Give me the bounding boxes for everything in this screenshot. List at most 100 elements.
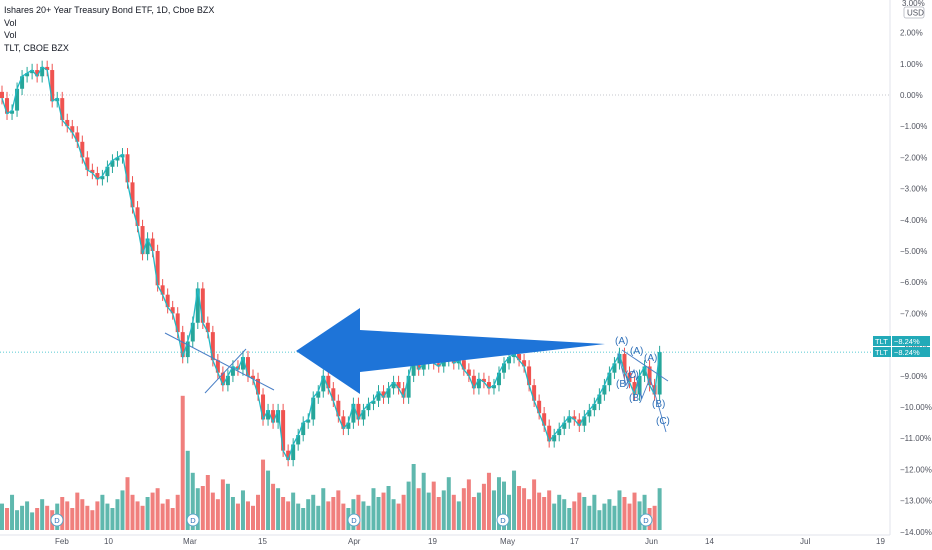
arrow-drawing[interactable] <box>296 308 605 394</box>
volume-bar <box>617 490 622 530</box>
drawings: (A)(A)(A)(B)(C)(B)(B)(C) <box>164 308 670 433</box>
candle-body <box>311 397 316 420</box>
wave-label[interactable]: (B) <box>629 393 642 404</box>
volume-bar <box>552 503 557 530</box>
dividend-marker[interactable] <box>496 513 510 527</box>
candle-body <box>185 341 190 358</box>
candle-body <box>25 73 30 77</box>
indicator-compare[interactable]: TLT, CBOE BZX <box>4 42 69 53</box>
candle-body <box>507 357 512 364</box>
volume-bar <box>120 490 125 530</box>
x-tick-label: 14 <box>705 537 714 546</box>
trend-line[interactable] <box>621 349 669 382</box>
volume-bar <box>130 494 135 530</box>
candle-body <box>301 422 306 436</box>
x-tick-label: Feb <box>55 537 69 546</box>
candle-body <box>371 400 376 404</box>
candle-body <box>647 366 652 386</box>
indicator-vol-2[interactable]: Vol <box>4 30 17 40</box>
volume-bar <box>235 503 240 530</box>
volume-bar <box>361 501 366 530</box>
candle-body <box>140 226 145 255</box>
candle-body <box>95 173 100 180</box>
y-tick-label: −14.00% <box>900 528 932 537</box>
volume-bar <box>100 494 105 530</box>
wave-label[interactable]: (C) <box>656 416 670 427</box>
wave-label[interactable]: (A) <box>644 353 657 364</box>
candle-body <box>90 169 95 173</box>
volume-bar <box>657 488 662 530</box>
volume-bar <box>25 501 30 530</box>
trend-line[interactable] <box>204 348 247 394</box>
candle-body <box>145 238 150 255</box>
candle-body <box>150 238 155 251</box>
volume-bar <box>582 497 587 530</box>
dividend-marker-label: D <box>54 516 60 525</box>
candle-body <box>441 360 446 367</box>
price-axis[interactable] <box>890 0 932 535</box>
price-tag-symbol-1 <box>873 336 891 346</box>
currency-box[interactable] <box>903 6 925 19</box>
volume-bar <box>251 505 255 530</box>
volume-bar <box>230 497 235 530</box>
candle-body <box>215 360 220 373</box>
candle-body <box>436 363 441 367</box>
volume-bar <box>150 492 155 530</box>
volume-bar <box>165 499 170 530</box>
candle-body <box>291 444 296 461</box>
wave-label[interactable]: (C) <box>625 370 639 381</box>
candle-body <box>351 403 356 423</box>
candle-body <box>286 450 291 461</box>
candle-body <box>527 366 532 386</box>
volume-bar <box>240 490 245 530</box>
top-axis-label: 3.00% <box>902 0 925 8</box>
wave-path[interactable] <box>617 352 667 433</box>
volume-bar <box>451 494 456 530</box>
dividend-marker[interactable] <box>186 513 200 527</box>
chart-title[interactable]: Ishares 20+ Year Treasury Bond ETF, 1D, … <box>4 5 215 15</box>
volume-bar <box>461 488 466 530</box>
dividend-marker[interactable] <box>639 513 653 527</box>
candle-body <box>411 357 416 376</box>
candle-body <box>517 353 522 361</box>
candle-body <box>190 322 195 342</box>
candle-body <box>271 410 276 423</box>
candle-body <box>20 76 25 89</box>
candle-body <box>205 322 210 333</box>
dividend-marker[interactable] <box>50 513 64 527</box>
y-tick-label: −10.00% <box>900 403 932 412</box>
candle-body <box>486 382 491 389</box>
volume-bar <box>220 479 225 530</box>
y-tick-label: −5.00% <box>900 247 927 256</box>
wave-label[interactable]: (B) <box>652 399 665 410</box>
volume-bar <box>125 477 130 530</box>
volume-bar <box>35 508 40 530</box>
candle-body <box>155 251 160 286</box>
volume-bar <box>155 488 160 530</box>
candle-body <box>256 378 261 395</box>
volume-bar <box>507 494 512 530</box>
volume-bar <box>15 510 20 530</box>
x-tick-label: 17 <box>570 537 579 546</box>
candle-body <box>326 375 331 389</box>
candle-body <box>657 352 662 395</box>
volume-bar <box>195 488 200 530</box>
candle-body <box>210 332 215 361</box>
wave-label[interactable]: (A) <box>630 346 643 357</box>
wave-label[interactable]: (A) <box>615 336 628 347</box>
candle-body <box>80 141 85 158</box>
chart-pane[interactable] <box>0 0 890 535</box>
volume-bar <box>401 494 406 530</box>
volume-bar <box>572 501 577 530</box>
indicator-vol-1[interactable]: Vol <box>4 17 17 28</box>
wave-label[interactable]: (B) <box>616 379 629 390</box>
volume-bar <box>386 486 391 530</box>
dividend-marker[interactable] <box>347 513 361 527</box>
volume-bar <box>416 488 421 530</box>
candle-body <box>496 372 501 386</box>
candle-body <box>572 416 577 420</box>
trend-line[interactable] <box>164 332 275 391</box>
volume-bar <box>637 501 642 530</box>
